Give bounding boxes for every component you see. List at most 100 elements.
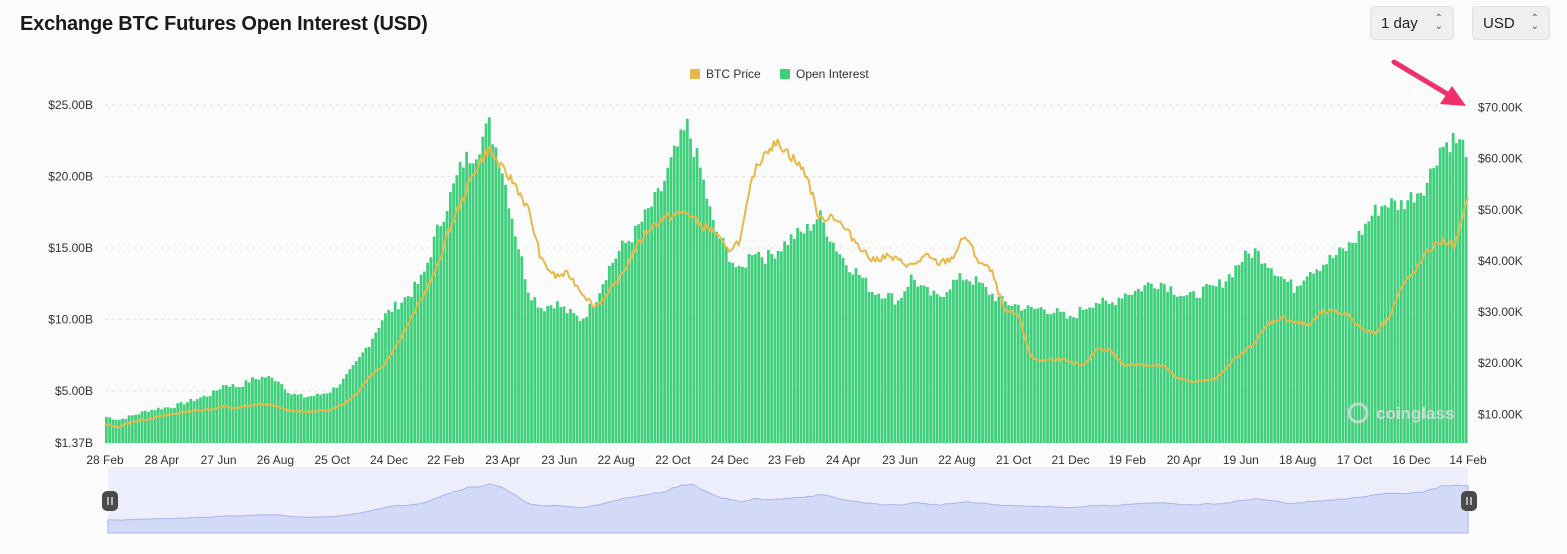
open-interest-bar: [569, 309, 572, 443]
open-interest-bar: [604, 280, 608, 443]
open-interest-bar: [825, 236, 829, 443]
open-interest-bar: [737, 265, 741, 443]
open-interest-bar: [1169, 286, 1173, 443]
open-interest-bar: [458, 161, 462, 443]
chevron-up-down-icon: ⌃ ⌄: [1434, 13, 1443, 32]
open-interest-bar: [896, 300, 900, 443]
open-interest-bar: [186, 402, 189, 443]
open-interest-bar: [137, 414, 141, 443]
open-interest-bar: [241, 386, 245, 443]
open-interest-bar: [1088, 307, 1092, 443]
open-interest-bar: [192, 401, 196, 443]
open-interest-bar: [1195, 297, 1199, 443]
open-interest-bar: [218, 389, 222, 443]
open-interest-bar: [1036, 308, 1040, 443]
open-interest-bar: [608, 265, 611, 443]
open-interest-bar: [251, 377, 254, 443]
open-interest-bar: [364, 347, 368, 443]
chevron-up-down-icon: ⌃ ⌄: [1530, 13, 1539, 32]
open-interest-bar: [478, 154, 481, 443]
open-interest-bar: [828, 241, 832, 443]
open-interest-bar: [1114, 305, 1118, 443]
open-interest-bar: [559, 307, 563, 443]
open-interest-bar: [205, 396, 209, 443]
open-interest-bar: [1049, 314, 1053, 443]
chart-axes: $1.37B $5.00B $10.00B $15.00B $20.00B $25.00B…: [48, 98, 1522, 467]
legend-swatch-open-interest: [780, 69, 790, 79]
x-axis-tick-label: 22 Aug: [938, 453, 975, 467]
x-axis-tick-label: 22 Aug: [597, 453, 634, 467]
open-interest-bar: [312, 396, 316, 443]
open-interest-bar: [789, 234, 793, 443]
right-axis-tick-label: $50.00K: [1478, 203, 1523, 217]
currency-unit-value: USD: [1483, 14, 1515, 32]
open-interest-bar: [231, 384, 235, 443]
open-interest-bar: [663, 180, 666, 444]
open-interest-bar: [893, 304, 897, 443]
currency-unit-select[interactable]: USD ⌃ ⌄: [1472, 6, 1550, 40]
open-interest-bar: [1416, 193, 1419, 443]
open-interest-bar: [773, 258, 777, 443]
open-interest-bar: [913, 279, 916, 443]
open-interest-bar: [595, 302, 598, 443]
open-interest-bar: [1308, 272, 1312, 443]
open-interest-bar: [802, 233, 806, 443]
time-range-select[interactable]: 1 day ⌃ ⌄: [1370, 6, 1454, 40]
open-interest-bar: [406, 296, 410, 443]
open-interest-bar: [449, 192, 452, 443]
open-interest-bar: [371, 338, 374, 443]
open-interest-bar: [341, 378, 345, 443]
open-interest-bar: [1075, 318, 1079, 443]
open-interest-bar: [289, 394, 293, 443]
open-interest-bar: [890, 293, 894, 443]
open-interest-bar: [1166, 291, 1169, 443]
open-interest-bar: [1094, 302, 1098, 443]
right-axis-tick-label: $10.00K: [1478, 407, 1523, 421]
open-interest-bar: [387, 309, 391, 443]
open-interest-bar: [812, 224, 816, 443]
open-interest-bar: [491, 144, 494, 443]
open-interest-bar: [105, 416, 108, 443]
open-interest-bar: [659, 191, 663, 443]
open-interest-bar: [153, 410, 157, 443]
open-interest-bar: [432, 236, 436, 443]
open-interest-bar: [1445, 142, 1449, 444]
open-interest-bar: [173, 407, 176, 443]
open-interest-bar: [874, 295, 877, 443]
open-interest-bar: [377, 327, 381, 443]
open-interest-bar: [552, 308, 556, 443]
open-interest-bar: [296, 394, 300, 443]
open-interest-bar: [1338, 247, 1341, 443]
open-interest-bar: [182, 404, 186, 443]
open-interest-bar: [1026, 305, 1030, 443]
open-interest-bar: [163, 407, 167, 443]
open-interest-bar: [1276, 276, 1280, 443]
open-interest-bar: [854, 268, 858, 443]
open-interest-bar: [549, 305, 553, 443]
open-interest-bar: [1432, 168, 1436, 443]
navigator-area: [107, 483, 1469, 534]
open-interest-bar: [870, 292, 874, 443]
open-interest-bar: [1042, 309, 1046, 443]
open-interest-bar: [1143, 285, 1147, 443]
x-axis-tick-label: 23 Jun: [541, 453, 577, 467]
open-interest-bar: [1364, 223, 1367, 443]
open-interest-bar: [1331, 257, 1335, 443]
open-interest-bar: [439, 226, 443, 443]
x-axis-tick-label: 23 Apr: [485, 453, 520, 467]
open-interest-bar: [1003, 301, 1007, 443]
open-interest-bar: [1263, 263, 1267, 443]
x-axis-tick-label: 20 Apr: [1167, 453, 1202, 467]
open-interest-bar: [744, 267, 748, 443]
left-axis-tick-label: $1.37B: [55, 436, 93, 450]
open-interest-bars: [105, 117, 1468, 444]
open-interest-bar: [942, 297, 946, 443]
open-interest-bar: [1201, 286, 1205, 443]
left-axis-tick-label: $25.00B: [48, 98, 93, 112]
x-axis-tick-label: 26 Aug: [257, 453, 294, 467]
open-interest-bar: [715, 231, 718, 443]
open-interest-bar: [822, 222, 825, 443]
open-interest-bar: [1377, 215, 1380, 443]
open-interest-bar: [750, 255, 754, 443]
open-interest-bar: [436, 224, 439, 443]
